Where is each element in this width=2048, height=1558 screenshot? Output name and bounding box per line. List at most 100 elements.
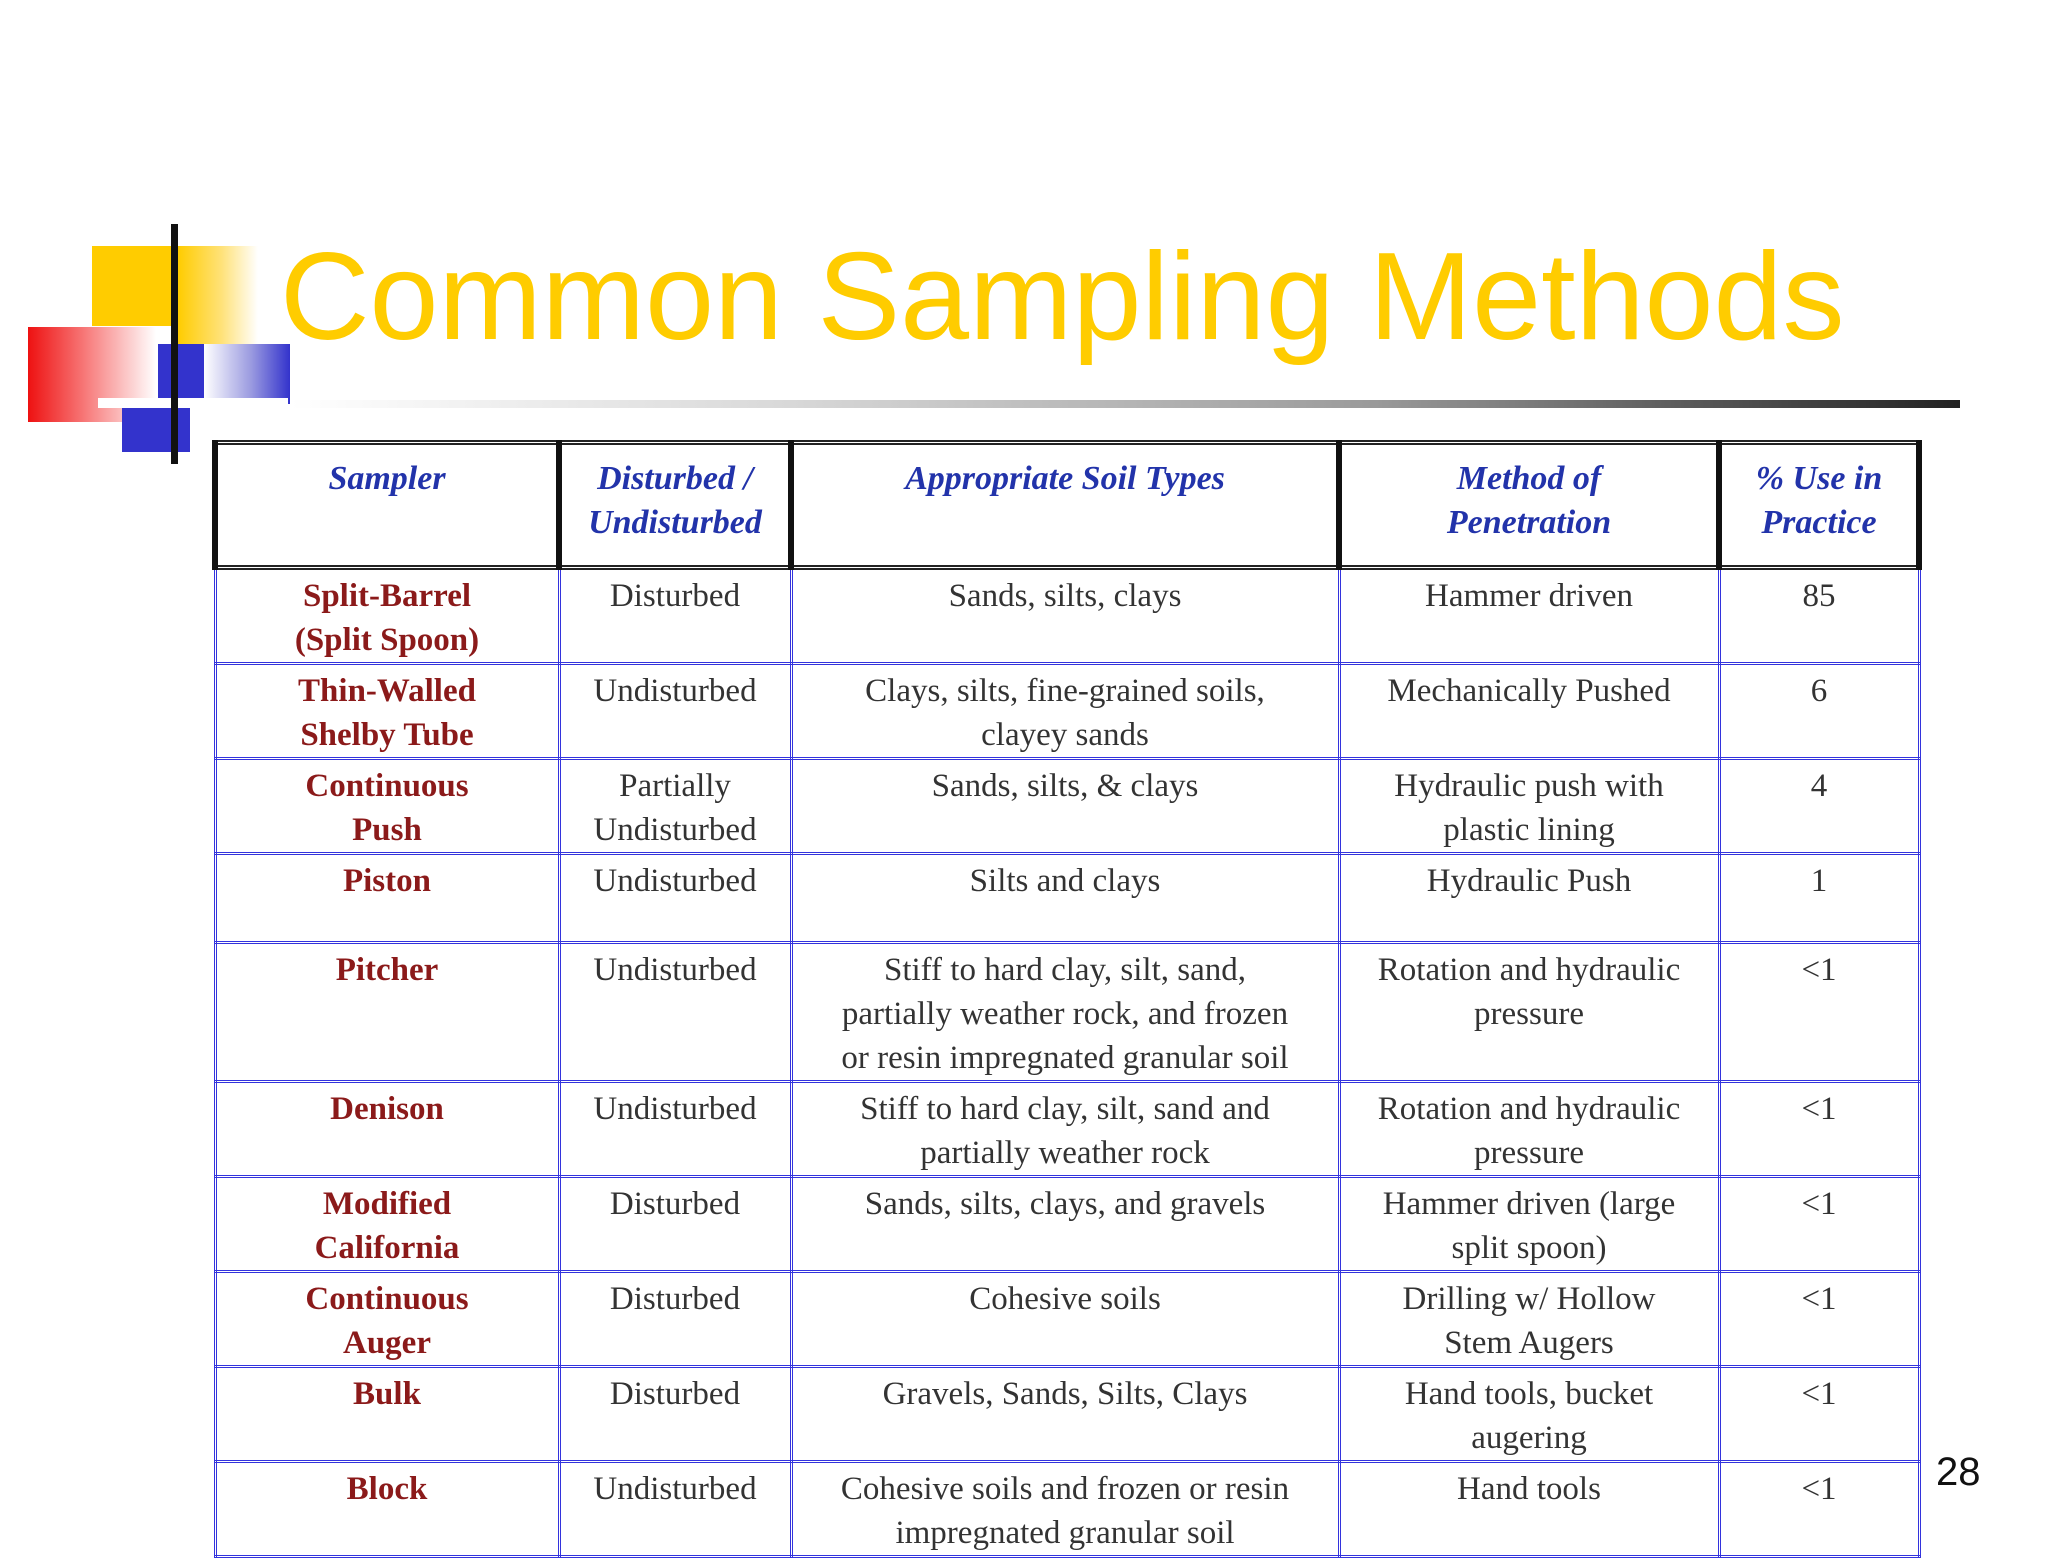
cell-soil-types: Clays, silts, fine-grained soils, clayey … [789, 662, 1341, 760]
cell-use: 1 [1717, 852, 1921, 944]
table-row: Split-Barrel (Split Spoon) Disturbed Sands,… [213, 566, 1921, 665]
cell-method: Mechanically Pushed [1337, 662, 1721, 760]
decor-white-line [98, 398, 288, 408]
decor-blue-square [158, 344, 204, 404]
cell-soil-types-text: Stiff to hard clay, silt, sand and [860, 1091, 1270, 1127]
cell-soil-types-text: Cohesive soils and frozen or resin [840, 1471, 1290, 1507]
table-header-row: Sampler Disturbed / Undisturbed Appropria… [212, 440, 1922, 570]
cell-use-text: <1 [1801, 1091, 1837, 1127]
cell-soil-types-text: or resin impregnated granular soil [841, 1040, 1289, 1076]
header-use-line2: Practice [1761, 504, 1877, 541]
cell-method: Hammer driven [1337, 566, 1721, 665]
header-use: % Use in Practice [1716, 440, 1922, 570]
header-method-line1: Method of [1456, 460, 1602, 497]
cell-sampler-text: Shelby Tube [300, 717, 474, 753]
cell-soil-types: Sands, silts, clays [789, 566, 1341, 665]
cell-use: <1 [1717, 941, 1921, 1083]
cell-soil-types-text: impregnated granular soil [895, 1515, 1235, 1551]
header-use-line1: % Use in [1755, 460, 1883, 497]
cell-disturbed: Undisturbed [557, 941, 793, 1083]
cell-method: Hydraulic Push [1337, 852, 1721, 944]
cell-method-text: Drilling w/ Hollow [1402, 1281, 1656, 1317]
cell-method: Hand tools [1337, 1460, 1721, 1558]
cell-method-text: Hydraulic Push [1426, 863, 1632, 899]
cell-method-text: Hammer driven (large [1382, 1186, 1676, 1222]
cell-disturbed: Undisturbed [557, 852, 793, 944]
cell-sampler-text: Split-Barrel [302, 578, 472, 614]
table-row: Modified California Disturbed Sands, silts,… [213, 1175, 1921, 1273]
cell-sampler: Bulk [213, 1365, 561, 1463]
cell-soil-types-text: partially weather rock [920, 1135, 1210, 1171]
cell-sampler-text: Continuous [305, 768, 469, 804]
cell-sampler-text: Modified [322, 1186, 452, 1222]
cell-method: Hydraulic push with plastic lining [1337, 757, 1721, 855]
cell-disturbed-text: Undisturbed [593, 863, 757, 899]
cell-use-text: <1 [1801, 1471, 1837, 1507]
cell-disturbed-text: Undisturbed [593, 952, 757, 988]
cell-method: Hammer driven (large split spoon) [1337, 1175, 1721, 1273]
cell-method-text: Mechanically Pushed [1387, 673, 1671, 709]
header-sampler-label: Sampler [328, 460, 446, 497]
cell-disturbed: Undisturbed [557, 662, 793, 760]
cell-soil-types-text: Clays, silts, fine-grained soils, [865, 673, 1265, 709]
cell-sampler: Modified California [213, 1175, 561, 1273]
cell-soil-types-text: Sands, silts, clays [948, 578, 1182, 614]
header-disturbed-line1: Disturbed / [597, 460, 753, 497]
cell-sampler-text: Thin-Walled [298, 673, 476, 709]
header-sampler: Sampler [212, 440, 562, 570]
cell-method: Rotation and hydraulic pressure [1337, 941, 1721, 1083]
header-soil-types-label: Appropriate Soil Types [905, 460, 1225, 497]
cell-use: <1 [1717, 1175, 1921, 1273]
cell-sampler-text: Bulk [353, 1376, 421, 1412]
decor-blue-square-lower [122, 404, 190, 452]
cell-soil-types: Cohesive soils [789, 1270, 1341, 1368]
cell-disturbed: Disturbed [557, 1365, 793, 1463]
cell-soil-types-text: Sands, silts, clays, and gravels [864, 1186, 1266, 1222]
cell-soil-types: Stiff to hard clay, silt, sand, partially… [789, 941, 1341, 1083]
cell-disturbed-text: Disturbed [609, 1376, 741, 1412]
cell-soil-types-text: partially weather rock, and frozen [841, 996, 1289, 1032]
cell-use: <1 [1717, 1365, 1921, 1463]
cell-disturbed-text: Disturbed [609, 1281, 741, 1317]
cell-sampler-text: Continuous [305, 1281, 469, 1317]
cell-sampler-text: Auger [343, 1325, 431, 1361]
table-row: Denison Undisturbed Stiff to hard clay, si… [213, 1080, 1921, 1178]
decor-yellow-square [92, 246, 172, 326]
cell-use: <1 [1717, 1460, 1921, 1558]
cell-method: Hand tools, bucket augering [1337, 1365, 1721, 1463]
cell-disturbed: Partially Undisturbed [557, 757, 793, 855]
cell-use-text: <1 [1801, 952, 1837, 988]
cell-method-text: pressure [1474, 1135, 1584, 1171]
header-disturbed-line2: Undisturbed [588, 504, 762, 541]
cell-soil-types: Cohesive soils and frozen or resin impreg… [789, 1460, 1341, 1558]
cell-disturbed-text: Partially [619, 768, 731, 804]
cell-disturbed-text: Undisturbed [593, 673, 757, 709]
cell-sampler-text: (Split Spoon) [294, 622, 480, 658]
page-number: 28 [1936, 1450, 1981, 1494]
cell-sampler: Continuous Auger [213, 1270, 561, 1368]
cell-disturbed: Undisturbed [557, 1460, 793, 1558]
cell-disturbed: Undisturbed [557, 1080, 793, 1178]
cell-method: Rotation and hydraulic pressure [1337, 1080, 1721, 1178]
cell-use-text: <1 [1801, 1376, 1837, 1412]
cell-soil-types-text: clayey sands [981, 717, 1149, 753]
cell-method-text: Rotation and hydraulic [1377, 952, 1681, 988]
cell-soil-types: Gravels, Sands, Silts, Clays [789, 1365, 1341, 1463]
cell-method: Drilling w/ Hollow Stem Augers [1337, 1270, 1721, 1368]
cell-soil-types-text: Cohesive soils [969, 1281, 1161, 1317]
cell-disturbed-text: Disturbed [609, 1186, 741, 1222]
table-row: Block Undisturbed Cohesive soils and froze… [213, 1460, 1921, 1558]
cell-soil-types: Sands, silts, & clays [789, 757, 1341, 855]
decor-vertical-line [171, 224, 178, 464]
cell-sampler: Thin-Walled Shelby Tube [213, 662, 561, 760]
cell-sampler: Piston [213, 852, 561, 944]
cell-method-text: pressure [1474, 996, 1584, 1032]
cell-use: 85 [1717, 566, 1921, 665]
cell-method-text: Stem Augers [1444, 1325, 1614, 1361]
cell-sampler-text: California [314, 1230, 460, 1266]
cell-soil-types-text: Gravels, Sands, Silts, Clays [882, 1376, 1248, 1412]
cell-method-text: Hand tools [1457, 1471, 1601, 1507]
cell-disturbed-text: Undisturbed [593, 812, 757, 848]
table-row: Continuous Push Partially Undisturbed Sands,… [213, 757, 1921, 855]
cell-method-text: plastic lining [1443, 812, 1615, 848]
